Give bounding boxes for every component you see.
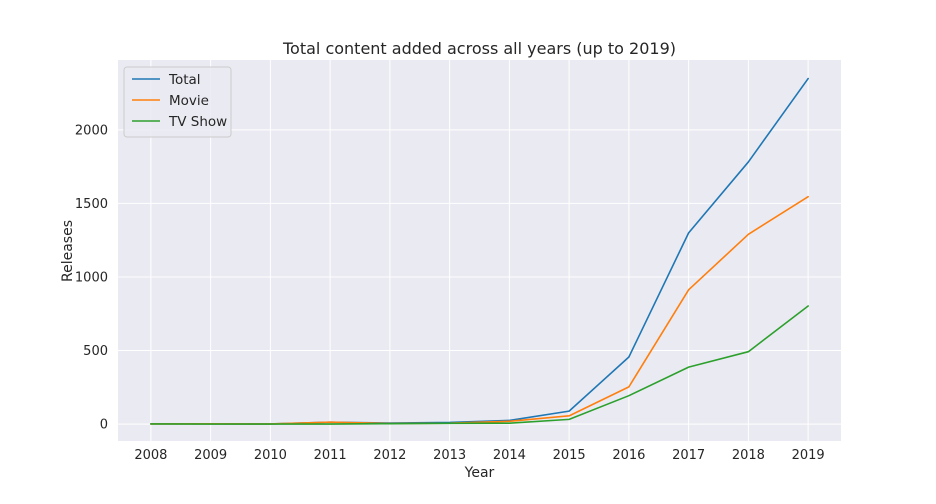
y-tick-label: 1500 xyxy=(75,197,108,212)
y-tick-label: 2000 xyxy=(75,123,108,138)
x-tick-label: 2016 xyxy=(612,448,645,463)
legend-label: Total xyxy=(168,72,201,88)
legend-label: Movie xyxy=(169,93,209,109)
x-tick-label: 2013 xyxy=(433,448,466,463)
grid xyxy=(118,60,841,441)
x-tick-label: 2010 xyxy=(254,448,287,463)
x-tick-label: 2018 xyxy=(732,448,765,463)
plot-area xyxy=(118,60,841,441)
legend-box xyxy=(123,66,232,138)
x-tick-label: 2017 xyxy=(672,448,705,463)
x-tick-label: 2014 xyxy=(493,448,526,463)
y-tick-label: 500 xyxy=(83,344,108,359)
x-tick-label: 2019 xyxy=(792,448,825,463)
x-tick-label: 2008 xyxy=(134,448,167,463)
x-tick-label: 2015 xyxy=(553,448,586,463)
y-tick-labels: 0 500 1000 1500 2000 xyxy=(75,123,108,432)
x-tick-label: 2011 xyxy=(314,448,347,463)
legend: Total Movie TV Show xyxy=(123,66,232,138)
x-tick-label: 2009 xyxy=(194,448,227,463)
chart-title: Total content added across all years (up… xyxy=(282,39,676,58)
y-axis-label: Releases xyxy=(60,220,76,282)
series-line-tv-show xyxy=(150,305,809,425)
x-tick-label: 2012 xyxy=(373,448,406,463)
x-tick-labels: 2008 2009 2010 2011 2012 2013 2014 2015 2016 2017… xyxy=(134,448,824,463)
legend-label: TV Show xyxy=(168,114,227,130)
series-lines xyxy=(150,77,809,425)
y-tick-label: 1000 xyxy=(75,270,108,285)
y-tick-label: 0 xyxy=(100,418,108,433)
x-axis-label: Year xyxy=(464,465,495,481)
